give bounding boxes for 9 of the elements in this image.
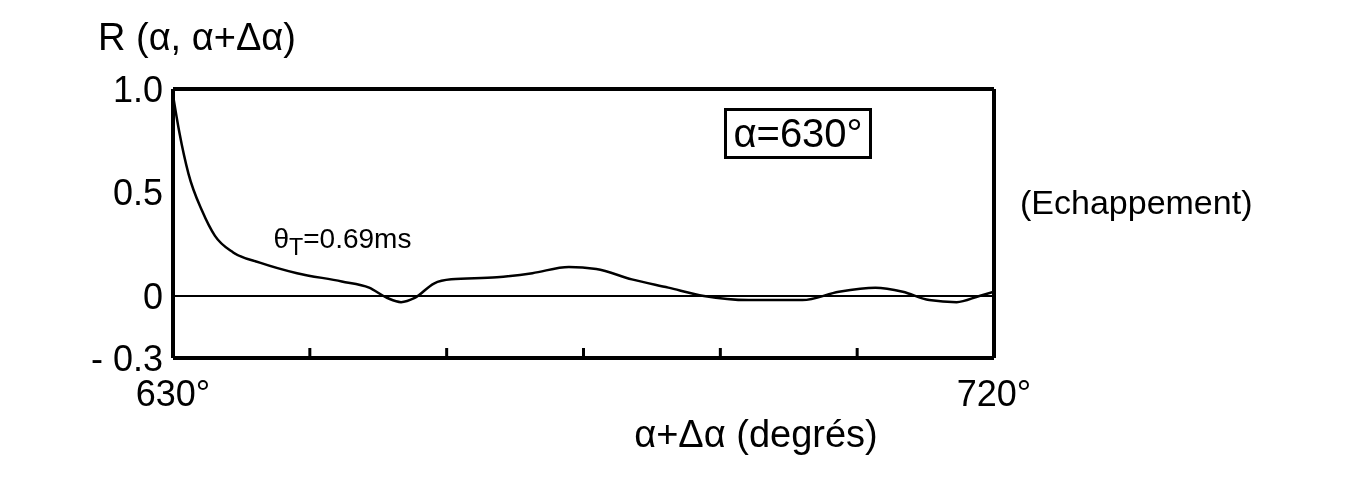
y-tick-label: 0.5: [112, 172, 163, 214]
y-axis-title: R (α, α+Δα): [98, 16, 296, 59]
x-axis-title: α+Δα (degrés): [634, 413, 878, 456]
text: (Echappement): [1020, 183, 1253, 222]
annotation: α=630°: [724, 108, 872, 159]
y-tick-label: 1.0: [112, 68, 163, 110]
x-tick-label: 720°: [956, 372, 1032, 414]
y-tick-label: 0: [142, 275, 163, 317]
annotation: θ$_{T}$=0.69ms: [273, 223, 412, 261]
